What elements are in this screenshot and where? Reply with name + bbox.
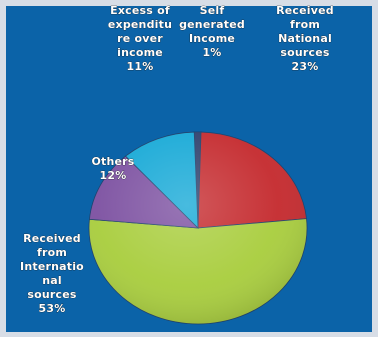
slice-label-line: generated xyxy=(179,18,245,31)
slice-label-0: Self generated Income 1% xyxy=(179,4,245,59)
slice-label-line: sources xyxy=(27,288,77,301)
slice-label-line: Income xyxy=(189,32,235,45)
slice-label-line: nal xyxy=(42,274,62,287)
slice-label-line: 1% xyxy=(202,46,221,59)
slice-label-line: Others xyxy=(91,155,134,168)
pie-slice-1 xyxy=(197,131,307,229)
slice-label-1: Received from National sources 23% xyxy=(276,4,334,73)
slice-label-line: National xyxy=(278,32,332,45)
pie-slice-2 xyxy=(88,218,308,325)
slice-label-line: expenditu xyxy=(108,18,172,31)
slice-label-line: Received xyxy=(23,232,81,245)
slice-label-2: Received from Internatio nal sources 53% xyxy=(20,232,84,315)
slice-label-line: Excess of xyxy=(110,4,170,17)
slice-label-4: Excess of expenditu re over income 11% xyxy=(108,4,172,73)
slice-label-3: Others 12% xyxy=(91,155,134,182)
slice-label-line: 53% xyxy=(39,302,66,315)
slice-label-line: sources xyxy=(280,46,330,59)
slice-label-line: 11% xyxy=(127,60,154,73)
slice-label-line: Received xyxy=(276,4,334,17)
slice-label-line: income xyxy=(117,46,163,59)
slice-label-line: 23% xyxy=(292,60,319,73)
slice-label-line: Internatio xyxy=(20,260,84,273)
slice-label-line: Self xyxy=(200,4,225,17)
slice-label-line: from xyxy=(37,246,67,259)
pie-labels: Self generated Income 1%Received from Nationa… xyxy=(20,4,334,316)
slice-label-line: 12% xyxy=(100,169,127,182)
slice-label-line: from xyxy=(290,18,320,31)
slice-label-line: re over xyxy=(117,32,163,45)
